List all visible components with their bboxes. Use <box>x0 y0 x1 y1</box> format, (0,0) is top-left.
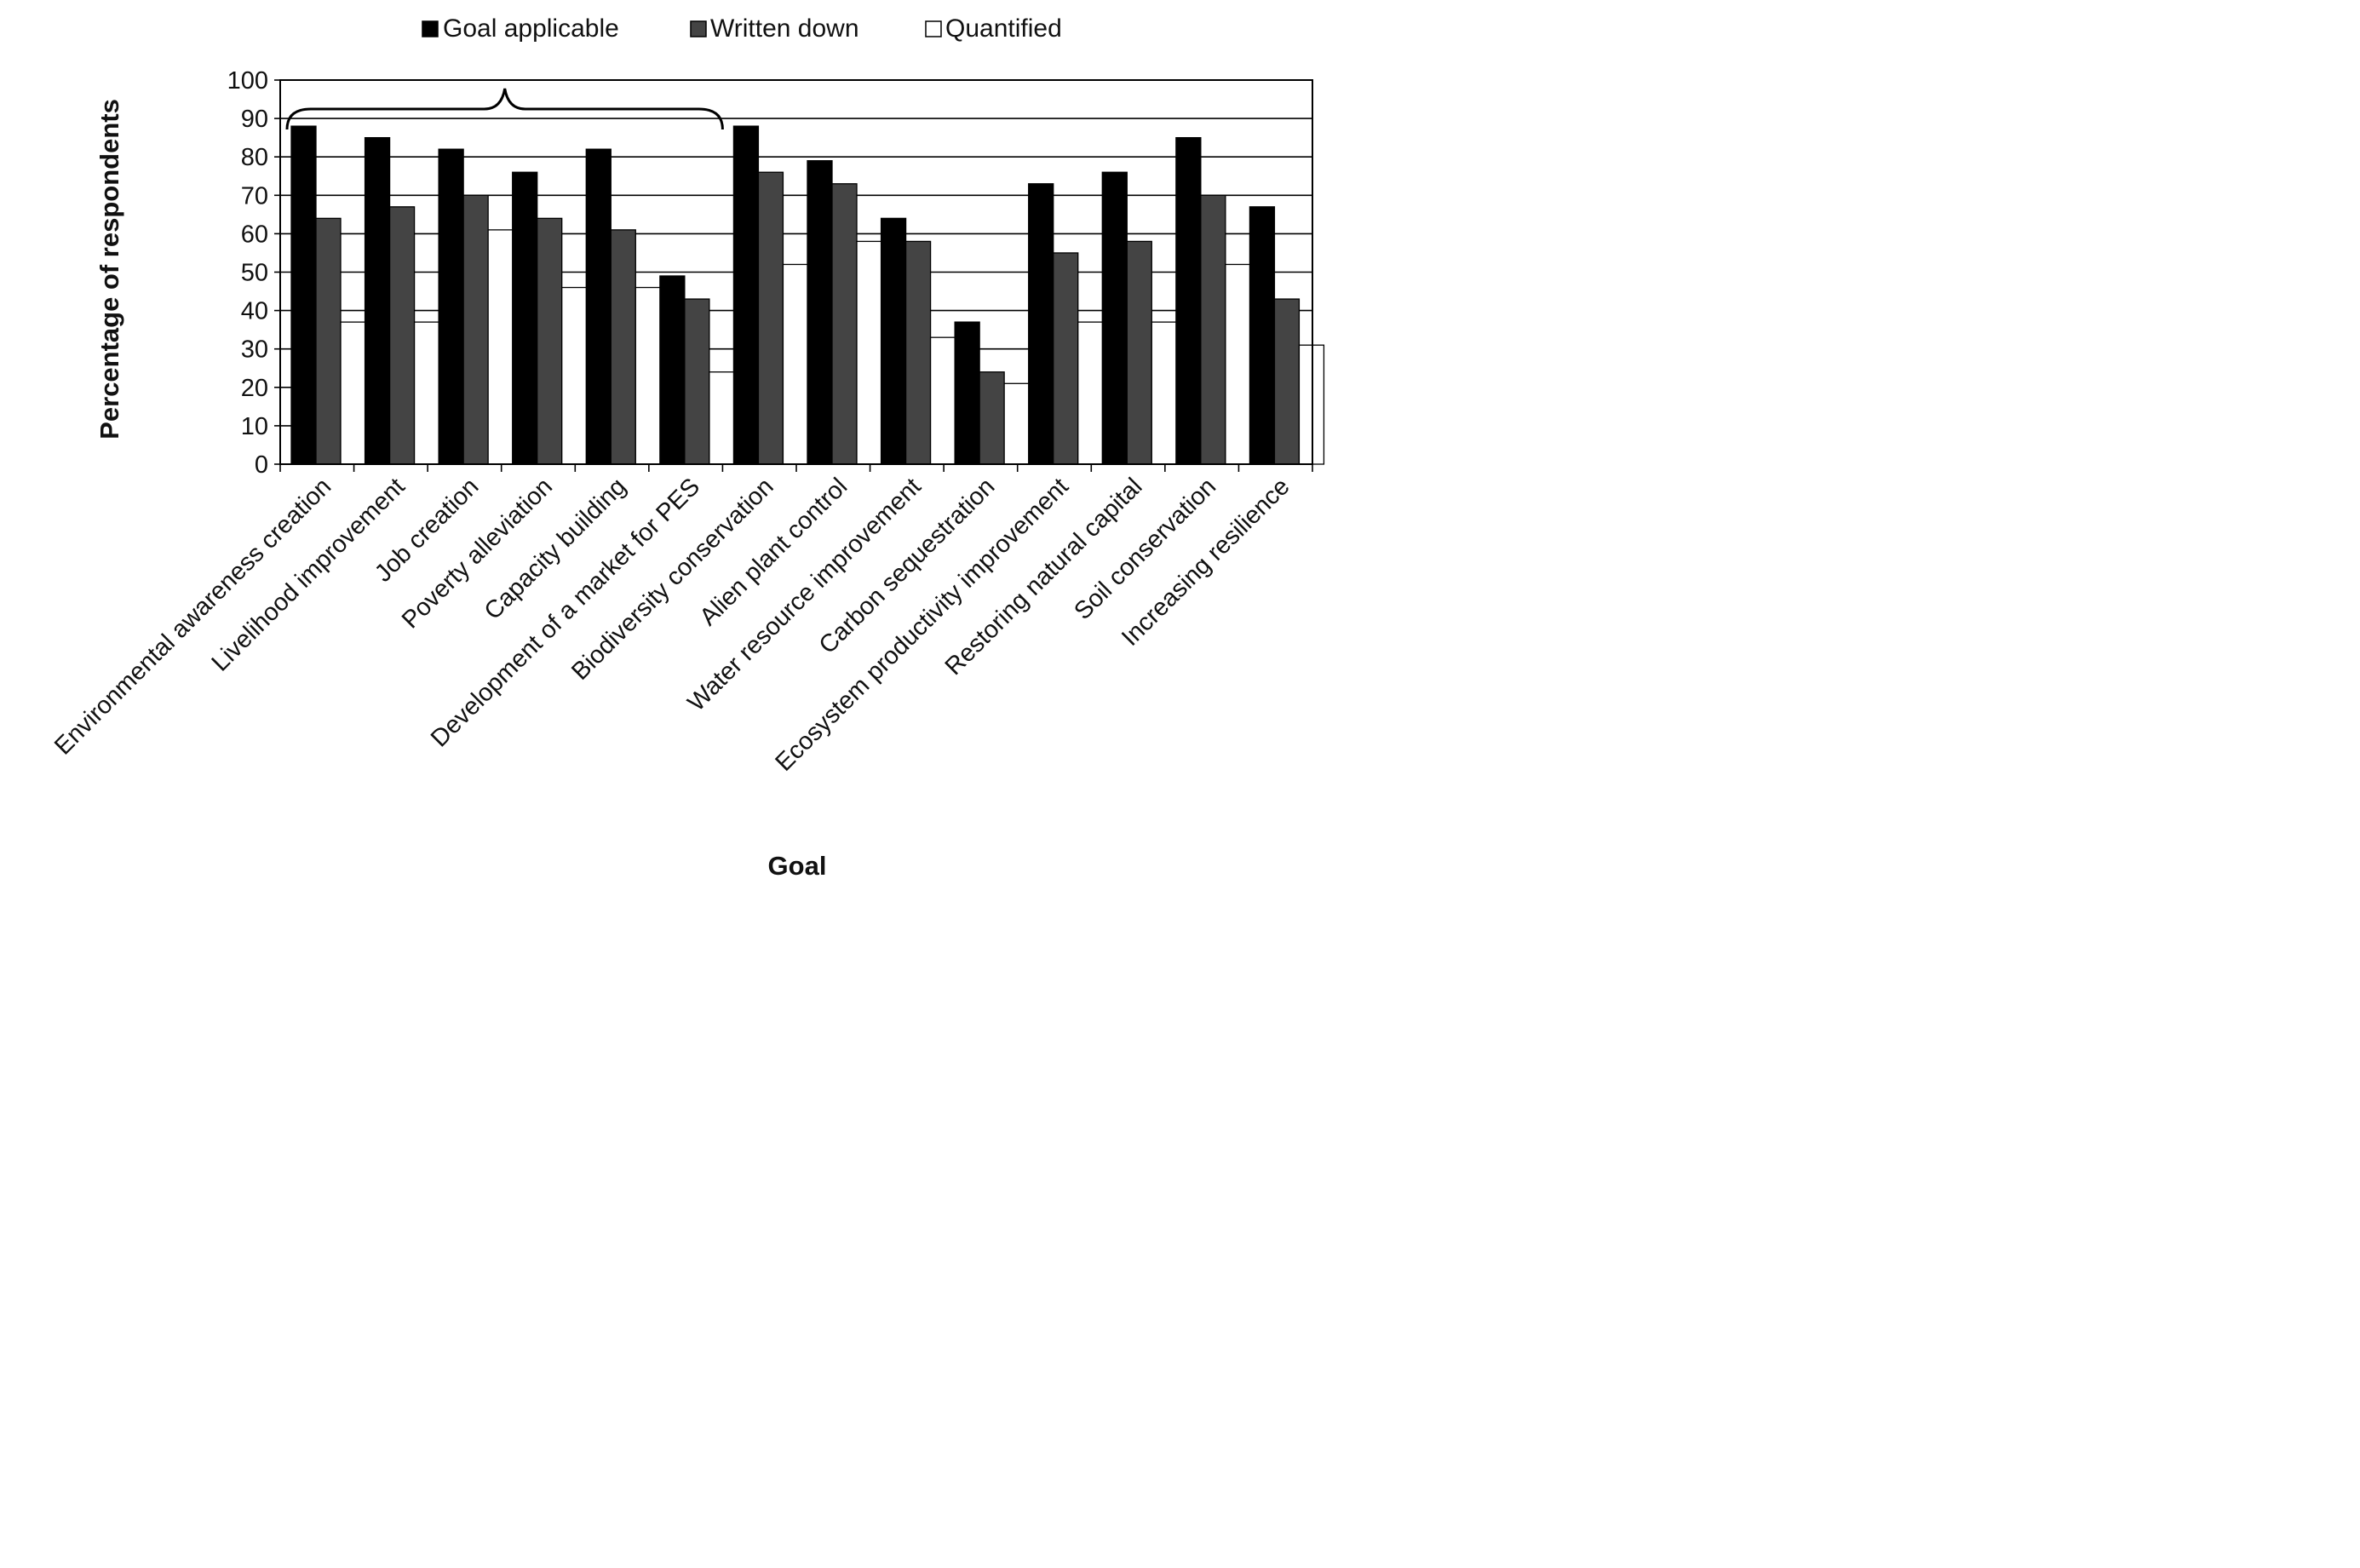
bar-goal-applicable-increasing-resilience <box>1249 206 1276 465</box>
bar-quantified-soil-conservation <box>1225 263 1251 465</box>
y-axis-tick-labels: 0 10 20 30 40 50 60 70 80 90 100 <box>227 67 268 479</box>
y-tick-label: 10 <box>241 413 268 440</box>
bar-written-down-development-of-a-market-for-pes <box>684 298 710 465</box>
bar-quantified-capacity-building <box>635 286 661 465</box>
y-tick-label: 90 <box>241 106 268 133</box>
bar-written-down-environmental-awareness-creation <box>315 217 342 465</box>
bar-quantified-poverty-alleviation <box>561 286 588 465</box>
bar-quantified-restoring-natural-capital <box>1151 321 1177 465</box>
legend-swatch-written-down <box>690 20 707 37</box>
legend-swatch-quantified <box>925 20 942 37</box>
bar-chart: Goal applicable Written down Quantified … <box>49 14 1325 881</box>
bar-quantified-livelihood-improvement <box>413 321 440 465</box>
bar-quantified-development-of-a-market-for-pes <box>709 371 735 465</box>
bar-written-down-increasing-resilience <box>1273 298 1301 465</box>
y-tick-label: 0 <box>255 451 268 479</box>
bar-quantified-job-creation <box>487 229 514 465</box>
bar-written-down-biodiversity-conservation <box>757 171 784 465</box>
bar-quantified-environmental-awareness-creation <box>340 321 366 465</box>
bar-written-down-carbon-sequestration <box>979 371 1005 465</box>
bar-written-down-restoring-natural-capital <box>1126 240 1152 465</box>
bar-goal-applicable-poverty-alleviation <box>512 171 538 465</box>
legend: Goal applicable Written down Quantified <box>422 14 1062 43</box>
bar-goal-applicable-development-of-a-market-for-pes <box>659 275 686 465</box>
bar-written-down-soil-conservation <box>1200 194 1226 465</box>
bar-quantified-increasing-resilience <box>1298 344 1325 465</box>
y-tick-label: 20 <box>241 375 268 402</box>
x-tick-label-environmental-awareness-creation: Environmental awareness creation <box>49 473 336 760</box>
legend-label-quantified: Quantified <box>945 14 1062 43</box>
bar-written-down-livelihood-improvement <box>388 206 416 465</box>
grouping-bracket <box>285 88 724 130</box>
bar-quantified-carbon-sequestration <box>1003 382 1030 465</box>
bar-goal-applicable-biodiversity-conservation <box>732 125 760 465</box>
plot-area-frame <box>279 79 1313 465</box>
bar-goal-applicable-livelihood-improvement <box>364 136 391 465</box>
legend-label-written-down: Written down <box>710 14 859 43</box>
legend-swatch-goal-applicable <box>422 20 439 37</box>
bar-written-down-water-resource-improvement <box>904 240 932 465</box>
bar-written-down-ecosystem-productivity-improvement <box>1053 252 1079 465</box>
bar-quantified-water-resource-improvement <box>929 336 956 465</box>
bar-goal-applicable-ecosystem-productivity-improvement <box>1028 183 1054 465</box>
y-tick-label: 70 <box>241 182 268 210</box>
bar-goal-applicable-capacity-building <box>585 148 612 465</box>
bar-quantified-ecosystem-productivity-improvement <box>1077 321 1104 465</box>
y-tick-label: 50 <box>241 260 268 287</box>
bar-goal-applicable-restoring-natural-capital <box>1101 171 1128 465</box>
y-tick-label: 100 <box>227 67 268 95</box>
bar-goal-applicable-job-creation <box>438 148 464 465</box>
y-tick-label: 40 <box>241 298 268 325</box>
y-tick-label: 30 <box>241 336 268 364</box>
y-axis-title: Percentage of respondents <box>95 99 124 439</box>
bar-written-down-job-creation <box>462 194 489 465</box>
y-tick-label: 60 <box>241 221 268 248</box>
x-axis-tick-labels: Environmental awareness creationLiveliho… <box>49 473 1295 777</box>
bar-goal-applicable-carbon-sequestration <box>954 321 980 465</box>
bar-goal-applicable-soil-conservation <box>1175 136 1202 465</box>
x-axis-title: Goal <box>768 851 827 881</box>
y-tick-label: 80 <box>241 144 268 171</box>
bar-written-down-alien-plant-control <box>831 183 858 465</box>
bar-goal-applicable-water-resource-improvement <box>880 217 907 465</box>
legend-label-goal-applicable: Goal applicable <box>443 14 619 43</box>
bar-written-down-capacity-building <box>610 229 636 465</box>
bar-goal-applicable-environmental-awareness-creation <box>290 125 317 465</box>
bar-quantified-biodiversity-conservation <box>782 263 809 465</box>
bar-written-down-poverty-alleviation <box>537 217 563 465</box>
bar-goal-applicable-alien-plant-control <box>807 160 833 465</box>
bars <box>290 125 1325 465</box>
bar-quantified-alien-plant-control <box>856 240 882 465</box>
x-tick-label-development-of-a-market-for-pes: Development of a market for PES <box>426 473 705 752</box>
